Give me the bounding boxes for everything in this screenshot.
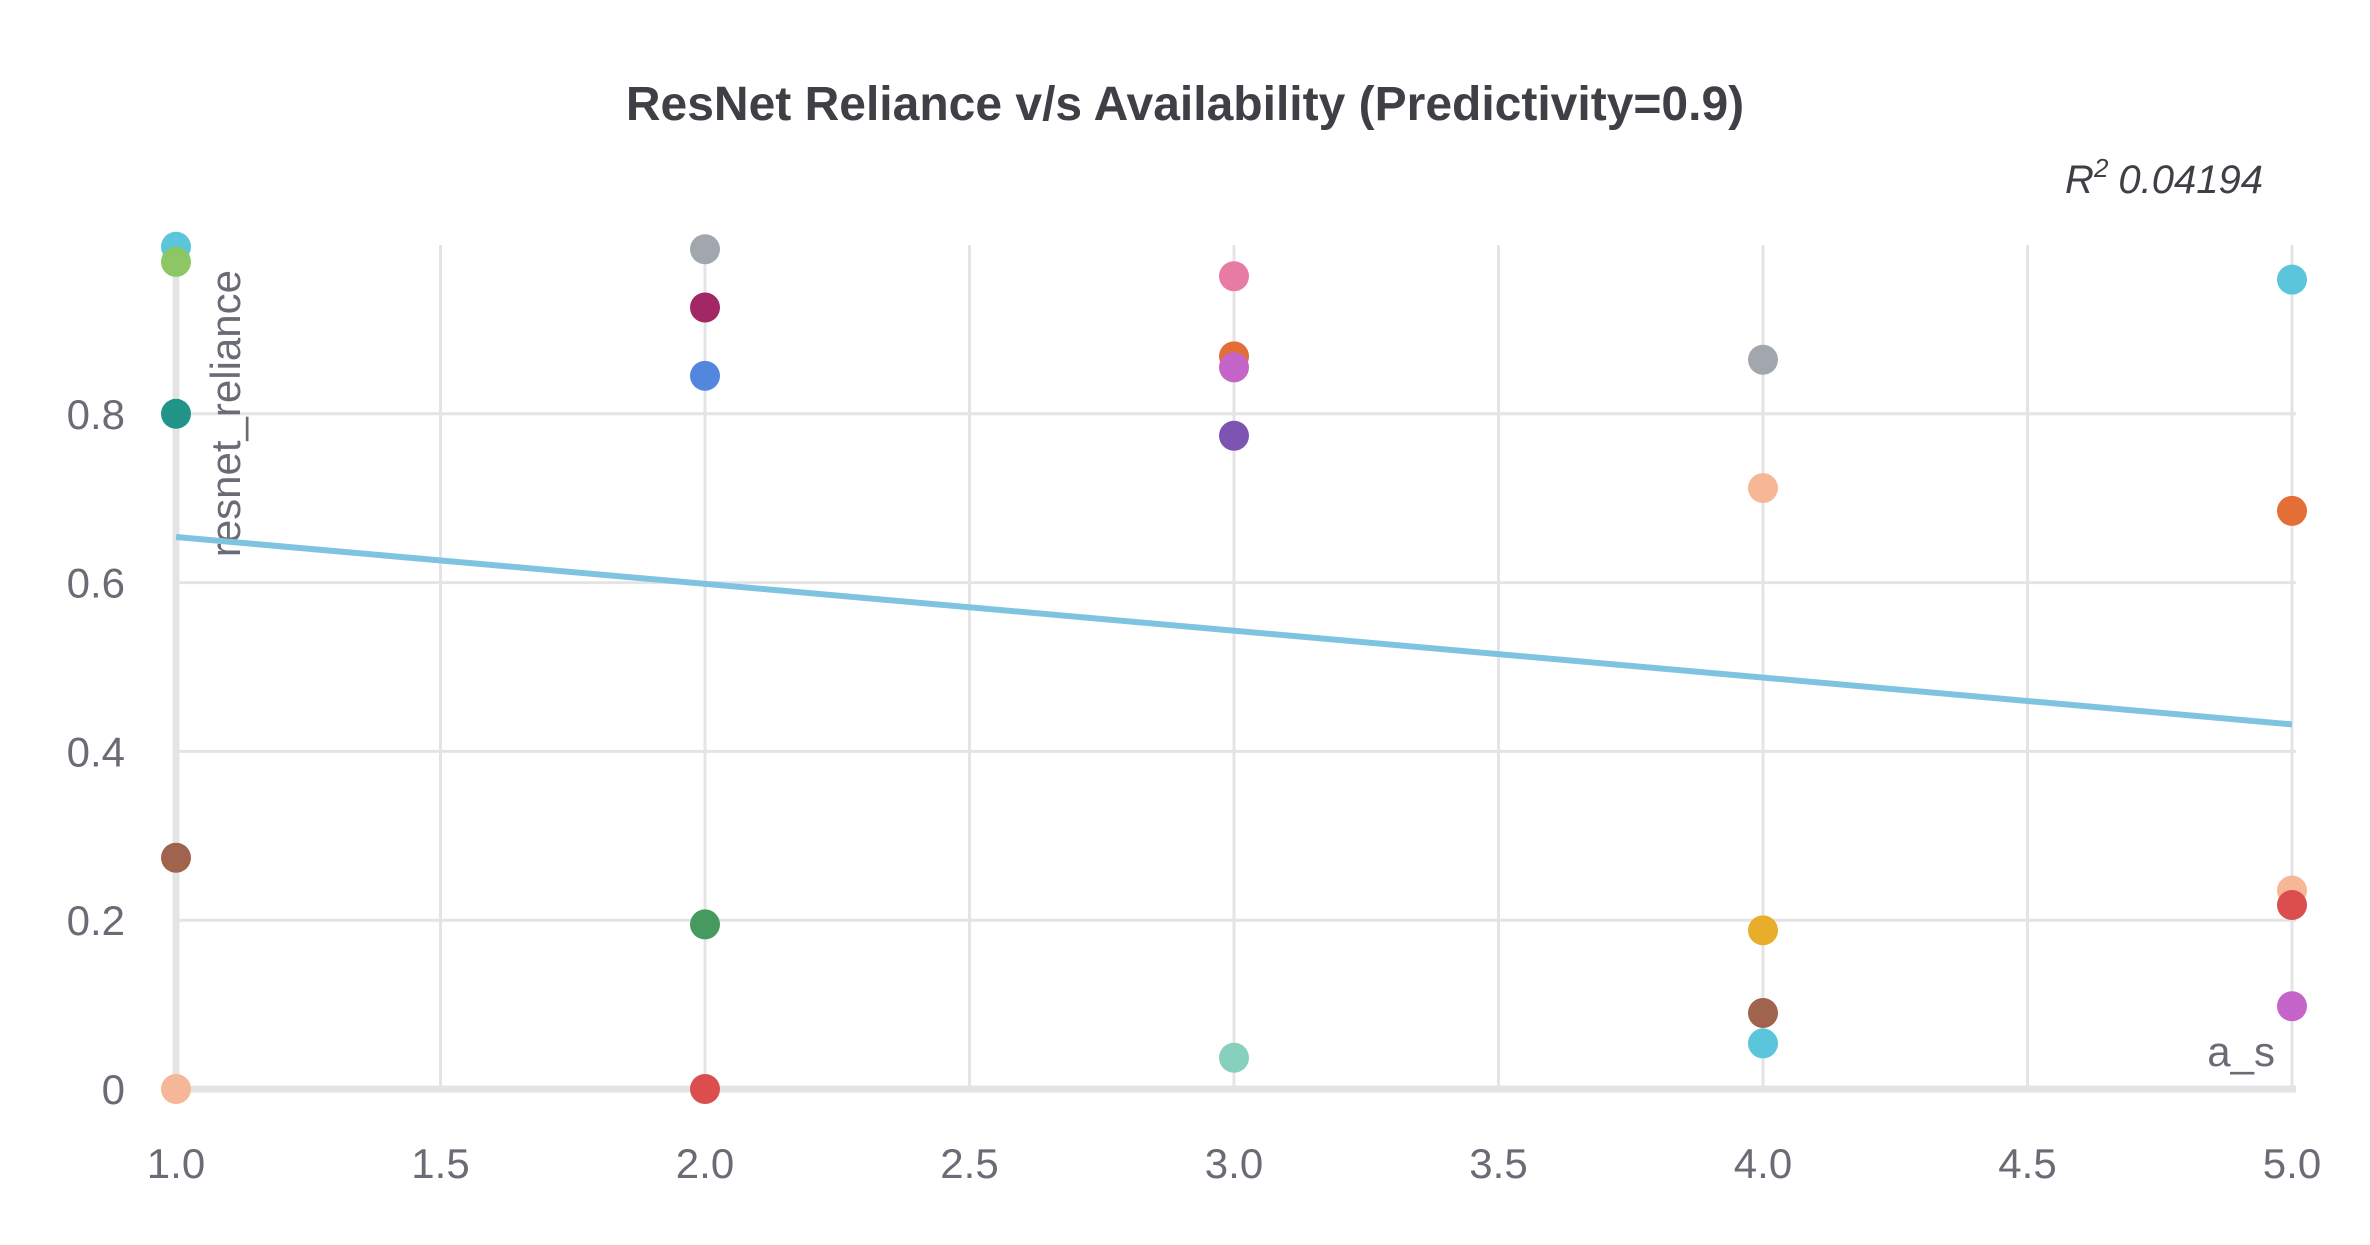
x-tick-label: 4.5 <box>1998 1140 2056 1187</box>
x-tick-label: 1.5 <box>411 1140 469 1187</box>
data-point[interactable] <box>161 398 191 429</box>
data-point[interactable] <box>690 1074 720 1104</box>
chart-title: ResNet Reliance v/s Availability (Predic… <box>626 78 1744 131</box>
axes <box>172 245 2296 1093</box>
data-point[interactable] <box>1219 261 1249 292</box>
x-tick-label: 2.5 <box>940 1140 998 1187</box>
data-point[interactable] <box>161 246 191 277</box>
r2-symbol: R <box>2065 158 2094 202</box>
data-point[interactable] <box>2277 991 2307 1022</box>
y-tick-label: 0.2 <box>67 897 125 944</box>
x-tick-label: 3.0 <box>1205 1140 1263 1187</box>
x-tick-label: 4.0 <box>1734 1140 1792 1187</box>
data-point[interactable] <box>1748 344 1778 375</box>
r2-exponent: 2 <box>2093 153 2109 183</box>
y-tick-labels: 0 0.2 0.4 0.6 0.8 <box>67 391 125 1113</box>
data-point[interactable] <box>1748 998 1778 1029</box>
data-points <box>161 231 2307 1104</box>
y-tick-label: 0 <box>102 1066 125 1113</box>
data-point[interactable] <box>2277 495 2307 526</box>
x-tick-labels: 1.0 1.5 2.0 2.5 3.0 3.5 4.0 4.5 5.0 <box>147 1140 2321 1187</box>
data-point[interactable] <box>161 1074 191 1104</box>
data-point[interactable] <box>161 842 191 873</box>
y-axis-label: resnet_reliance <box>202 270 249 557</box>
data-point[interactable] <box>2277 264 2307 295</box>
data-point[interactable] <box>690 292 720 323</box>
data-point[interactable] <box>1219 352 1249 383</box>
data-point[interactable] <box>1219 1042 1249 1073</box>
data-point[interactable] <box>690 909 720 940</box>
y-tick-label: 0.6 <box>67 560 125 607</box>
x-tick-label: 1.0 <box>147 1140 205 1187</box>
trendline-group <box>175 534 2293 728</box>
data-point[interactable] <box>2277 890 2307 921</box>
data-point[interactable] <box>690 234 720 265</box>
x-axis-label: a_s <box>2207 1028 2275 1075</box>
data-point[interactable] <box>1748 1028 1778 1059</box>
y-gridlines <box>176 412 2296 922</box>
r-squared-annotation: R2 0.04194 <box>2065 153 2263 202</box>
x-tick-label: 2.0 <box>676 1140 734 1187</box>
data-point[interactable] <box>1219 420 1249 451</box>
r2-value: 0.04194 <box>2118 158 2263 202</box>
x-tick-label: 3.5 <box>1469 1140 1527 1187</box>
x-tick-label: 5.0 <box>2263 1140 2321 1187</box>
data-point[interactable] <box>1748 473 1778 504</box>
data-point[interactable] <box>690 360 720 391</box>
data-point[interactable] <box>1748 915 1778 946</box>
trendline <box>175 534 2293 728</box>
y-tick-label: 0.4 <box>67 728 125 775</box>
y-tick-label: 0.8 <box>67 391 125 438</box>
